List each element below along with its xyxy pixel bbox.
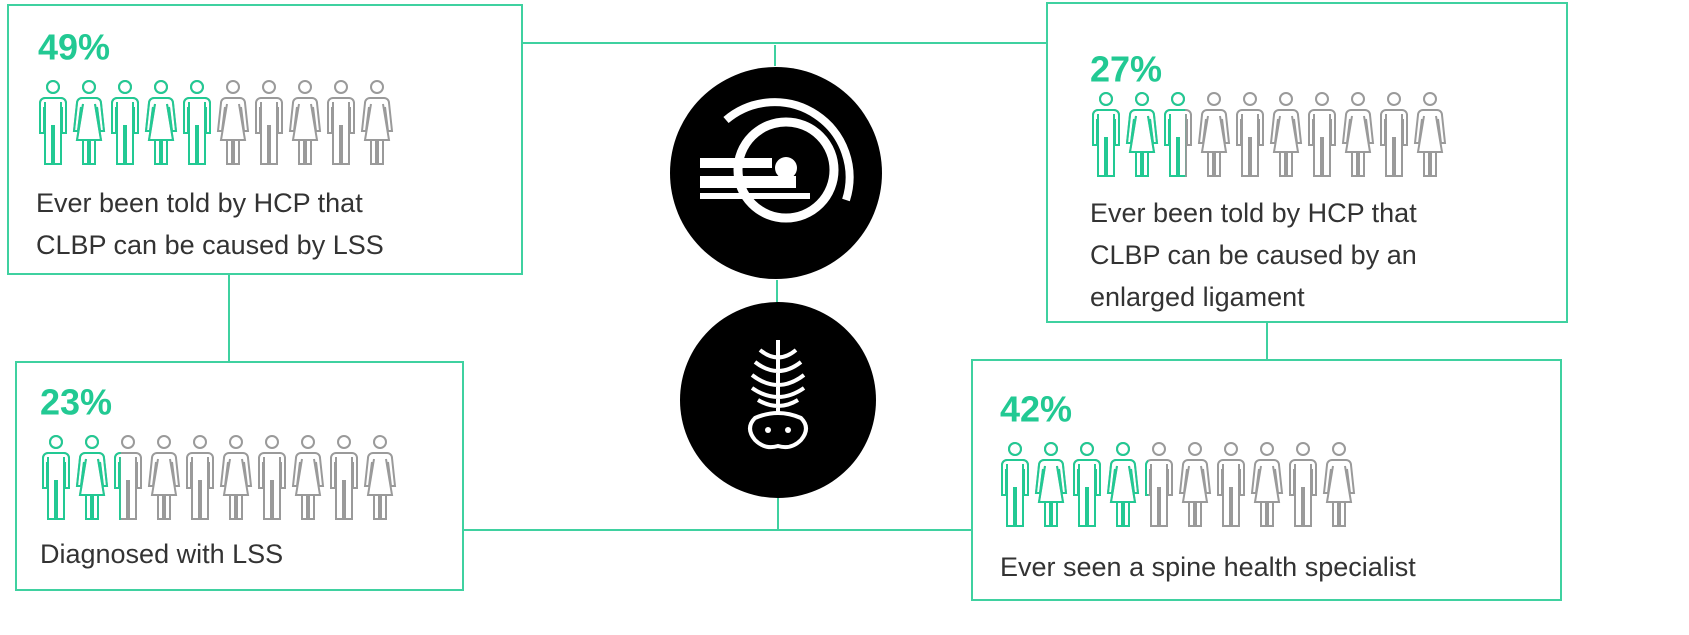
panel-box [1046, 2, 1568, 323]
stat-panel: 49% Ever been told by HCP that CLBP can be… [7, 4, 523, 275]
stat-panel: 23% Diagnosed with LSS [15, 361, 464, 591]
description: CLBP can be caused by an [1090, 240, 1417, 270]
mri-icon [670, 67, 882, 279]
percentage: 23% [40, 382, 112, 423]
panel-box [971, 359, 1562, 601]
description: enlarged ligament [1090, 282, 1305, 312]
connectors [228, 42, 1268, 531]
description: Diagnosed with LSS [40, 539, 283, 569]
description: Ever been told by HCP that [36, 188, 363, 218]
spine-icon [680, 302, 876, 498]
description: CLBP can be caused by LSS [36, 230, 384, 260]
description: Ever seen a spine health specialist [1000, 552, 1416, 582]
percentage: 27% [1090, 49, 1162, 90]
percentage: 42% [1000, 389, 1072, 430]
stat-panel: 27% Ever been told by HCP that CLBP can be… [1046, 2, 1568, 323]
stat-panel: 42% Ever seen a spine health specialist [971, 359, 1562, 601]
description: Ever been told by HCP that [1090, 198, 1417, 228]
percentage: 49% [38, 27, 110, 68]
